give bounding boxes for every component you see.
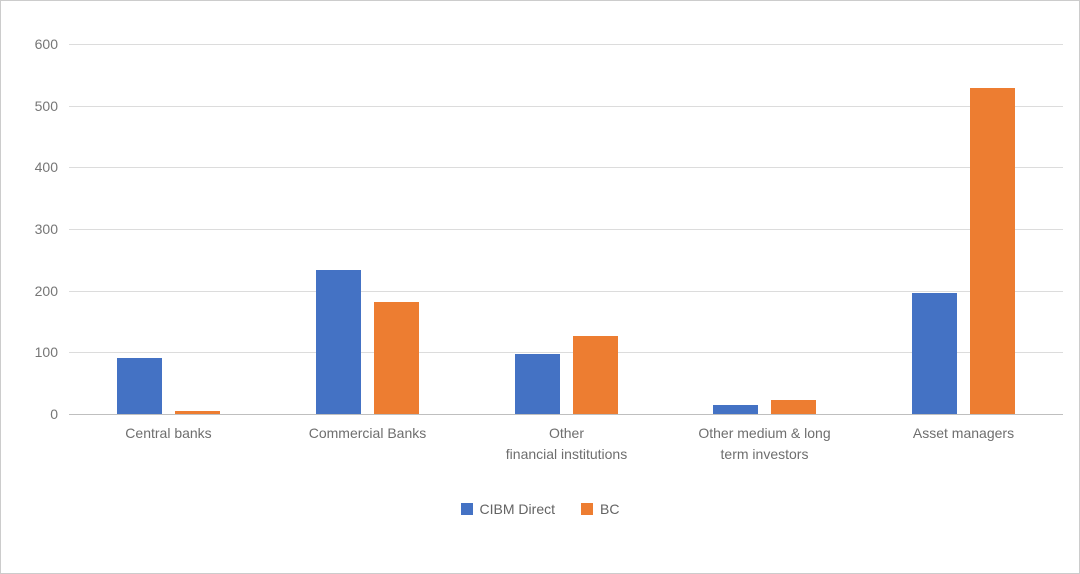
x-axis-line	[69, 414, 1063, 415]
legend-label-bc: BC	[600, 501, 620, 517]
category-label-other-financial-institutions: Other financial institutions	[467, 423, 666, 465]
bar-bc-commercial-banks	[374, 302, 419, 414]
category-label-line: financial institutions	[505, 446, 628, 462]
y-tick-label-200: 200	[34, 283, 58, 299]
category-label-asset-managers: Asset managers	[864, 423, 1063, 444]
category-label-commercial-banks: Commercial Banks	[268, 423, 467, 444]
legend-swatch-bc	[581, 503, 593, 515]
bar-cibm-direct-commercial-banks	[316, 270, 361, 414]
gridline-500	[69, 106, 1063, 107]
y-tick-label-0: 0	[50, 406, 58, 422]
category-label-central-banks: Central banks	[69, 423, 268, 444]
gridline-200	[69, 291, 1063, 292]
legend-label-cibm-direct: CIBM Direct	[479, 501, 555, 517]
bar-cibm-direct-central-banks	[117, 358, 162, 414]
y-tick-label-500: 500	[34, 98, 58, 114]
gridline-300	[69, 229, 1063, 230]
bar-cibm-direct-other-financial-institutions	[515, 354, 560, 414]
category-label-other-medium-long-term-investors: Other medium & long term investors	[665, 423, 864, 465]
gridline-600	[69, 44, 1063, 45]
category-label-line: Other medium & long	[698, 425, 831, 441]
legend-item-bc: BC	[581, 501, 619, 517]
bar-cibm-direct-asset-managers	[912, 293, 957, 414]
gridline-100	[69, 352, 1063, 353]
y-tick-label-100: 100	[34, 344, 58, 360]
y-tick-label-600: 600	[34, 36, 58, 52]
bar-bc-other-medium-long-term-investors	[771, 400, 816, 414]
plot-area	[69, 44, 1063, 415]
category-label-line: Other	[548, 425, 584, 441]
category-label-line: term investors	[720, 446, 809, 462]
bar-bc-central-banks	[175, 411, 220, 414]
bar-bc-other-financial-institutions	[573, 336, 618, 414]
category-label-line: Central banks	[125, 425, 212, 441]
bar-cibm-direct-other-medium-long-term-investors	[713, 405, 758, 414]
legend-swatch-cibm-direct	[460, 503, 473, 515]
category-label-line: Commercial Banks	[308, 425, 427, 441]
category-label-line: Asset managers	[912, 425, 1015, 441]
legend: CIBM Direct BC	[1, 501, 1079, 517]
legend-item-cibm-direct: CIBM Direct	[460, 501, 555, 517]
gridline-400	[69, 167, 1063, 168]
y-tick-label-400: 400	[34, 159, 58, 175]
bar-bc-asset-managers	[970, 88, 1015, 414]
y-tick-label-300: 300	[34, 221, 58, 237]
